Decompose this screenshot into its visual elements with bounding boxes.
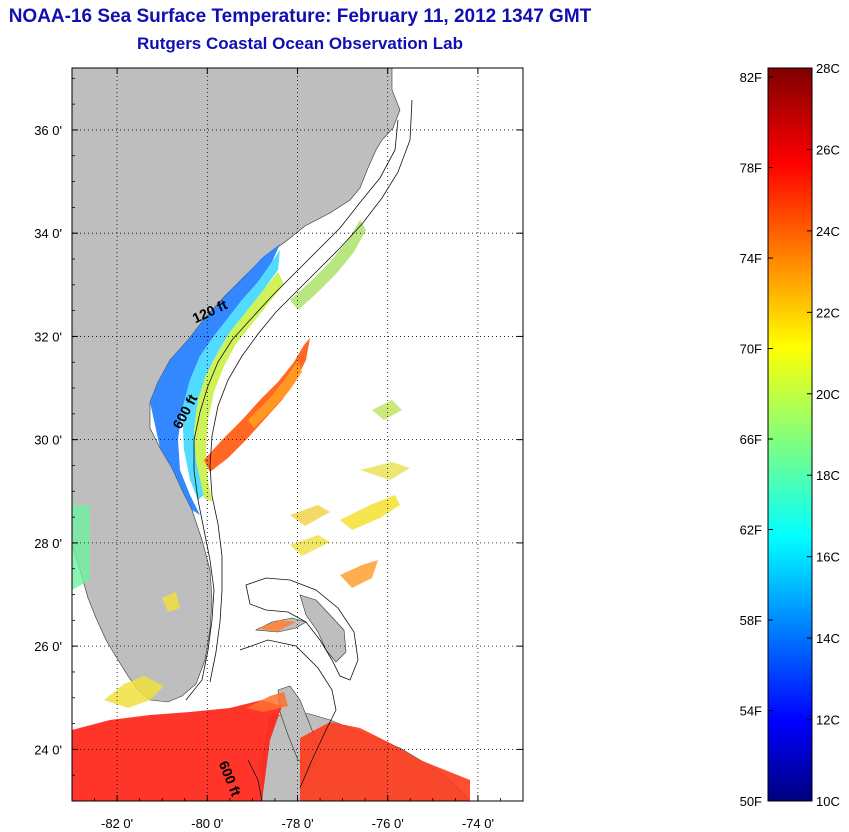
isobath-600ft: [209, 99, 413, 683]
y-tick-label: 26 0': [34, 639, 62, 654]
x-axis-labels: -82 0' -80 0' -78 0' -76 0' -74 0': [101, 816, 494, 831]
y-tick-label: 36 0': [34, 123, 62, 138]
sst-south-warm-2: [300, 722, 470, 801]
sst-offshore-2: [290, 505, 330, 526]
colorbar-c-label: 20C: [816, 387, 840, 402]
sst-south-warm: [72, 700, 282, 801]
colorbar-f-label: 74F: [740, 251, 762, 266]
x-tick-label: -80 0': [191, 816, 223, 831]
colorbar-c-label: 10C: [816, 794, 840, 809]
sst-fl-keys: [104, 676, 164, 708]
x-tick-label: -74 0': [462, 816, 494, 831]
sst-offshore-4: [360, 462, 410, 480]
y-tick-label: 32 0': [34, 329, 62, 344]
colorbar-f-label: 54F: [740, 704, 762, 719]
colorbar-f-label: 62F: [740, 523, 762, 538]
colorbar: [767, 67, 813, 802]
isobaths: [185, 99, 413, 801]
y-tick-label: 24 0': [34, 742, 62, 757]
sst-offshore-3: [340, 560, 378, 588]
sst-gulf-small: [162, 592, 180, 612]
sst-coastal-warm: [194, 272, 284, 502]
sst-offshore-1: [340, 495, 400, 530]
isobath-south: [247, 759, 263, 801]
map-subtitle: Rutgers Coastal Ocean Observation Lab: [137, 34, 463, 53]
sst-south-warm-3: [246, 692, 288, 712]
colorbar-f-label: 70F: [740, 342, 762, 357]
colorbar-f-label: 66F: [740, 432, 762, 447]
axis-ticks: [71, 68, 524, 802]
colorbar-c-label: 18C: [816, 468, 840, 483]
colorbar-ticks: [768, 67, 812, 802]
y-tick-label: 34 0': [34, 226, 62, 241]
sst-offshore-6: [290, 535, 330, 556]
colorbar-c-label: 24C: [816, 224, 840, 239]
land-us-mainland: [72, 68, 401, 703]
colorbar-c-label: 28C: [816, 61, 840, 76]
colorbar-c-label: 12C: [816, 713, 840, 728]
y-tick-label: 28 0': [34, 536, 62, 551]
sst-coastal-mid: [182, 250, 280, 500]
sst-offshore-5: [372, 400, 402, 420]
map-title: NOAA-16 Sea Surface Temperature: Februar…: [8, 6, 592, 27]
y-tick-label: 30 0': [34, 433, 62, 448]
land-bahamas-abaco: [299, 594, 347, 663]
x-tick-label: -76 0': [372, 816, 404, 831]
colorbar-fahrenheit-labels: 82F 78F 74F 70F 66F 62F 58F 54F 50F: [740, 70, 762, 809]
y-axis-labels: 24 0' 26 0' 28 0' 30 0' 32 0' 34 0' 36 0': [34, 123, 62, 757]
isobath-bahamas: [245, 577, 359, 681]
colorbar-c-label: 14C: [816, 631, 840, 646]
colorbar-celsius-labels: 28C 26C 24C 22C 20C 18C 16C 14C 12C 10C: [816, 61, 840, 809]
x-tick-label: -82 0': [101, 816, 133, 831]
sst-data: [72, 220, 470, 801]
colorbar-c-label: 22C: [816, 305, 840, 320]
colorbar-c-label: 16C: [816, 550, 840, 565]
colorbar-f-label: 58F: [740, 613, 762, 628]
sst-gulf-stream-edge: [248, 360, 302, 428]
isobath-120ft: [185, 119, 399, 701]
colorbar-c-label: 26C: [816, 142, 840, 157]
colorbar-f-label: 50F: [740, 794, 762, 809]
x-tick-label: -78 0': [281, 816, 313, 831]
sst-shelf-north: [290, 220, 366, 310]
sst-offshore-7: [258, 620, 296, 632]
isobath-bahamas-2: [239, 639, 337, 789]
colorbar-f-label: 82F: [740, 70, 762, 85]
sst-coastal-cold: [150, 244, 280, 515]
sst-florida-bay: [72, 505, 90, 590]
colorbar-f-label: 78F: [740, 161, 762, 176]
sst-gulf-stream: [204, 338, 310, 472]
